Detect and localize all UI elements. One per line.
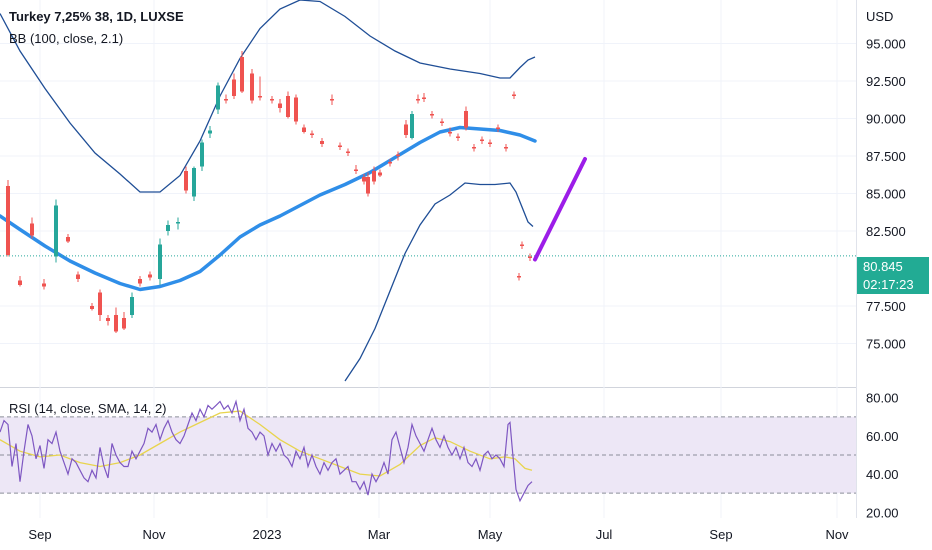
candle-body xyxy=(378,172,382,176)
candle-body xyxy=(240,57,244,92)
price-tick-label: 77.500 xyxy=(866,299,906,314)
candle-body xyxy=(372,171,376,182)
candle-body xyxy=(130,297,134,315)
price-tick-label: 82.500 xyxy=(866,224,906,239)
bar-countdown-tag: 02:17:23 xyxy=(857,275,929,294)
candle-body xyxy=(18,280,22,285)
candle-body xyxy=(504,147,508,149)
x-tick-label: Jul xyxy=(596,527,613,542)
rsi-line xyxy=(0,399,533,503)
candle-body xyxy=(270,99,274,101)
candle-body xyxy=(200,142,204,167)
candle-body xyxy=(354,169,358,171)
candle-body xyxy=(388,162,392,164)
candle-body xyxy=(184,171,188,191)
candle-body xyxy=(286,96,290,117)
candle-body xyxy=(294,97,298,122)
candle-body xyxy=(422,97,426,99)
candle-body xyxy=(166,225,170,231)
bb-upper-band xyxy=(0,0,536,193)
candle-body xyxy=(472,147,476,149)
candle-body xyxy=(346,151,350,153)
chart-title: Turkey 7,25% 38, 1D, LUXSE xyxy=(9,9,184,24)
price-tick-label: 85.000 xyxy=(866,187,906,202)
last-price-tag: 80.845 xyxy=(857,257,929,276)
candle-body xyxy=(148,274,152,278)
candle-body xyxy=(232,79,236,96)
rsi-label: RSI (14, close, SMA, 14, 2) xyxy=(9,401,167,416)
candle-body xyxy=(330,99,334,101)
candle-body xyxy=(90,306,94,309)
candle-body xyxy=(410,114,414,138)
candle-body xyxy=(448,132,452,134)
candle-body xyxy=(208,130,212,134)
candle-body xyxy=(192,168,196,197)
x-tick-label: May xyxy=(478,527,503,542)
rsi-tick-label: 60.00 xyxy=(866,429,899,444)
price-tick-label: 95.000 xyxy=(866,37,906,52)
rsi-tick-label: 40.00 xyxy=(866,467,899,482)
candle-body xyxy=(520,244,524,246)
candle-body xyxy=(528,256,532,258)
candle-body xyxy=(66,237,70,242)
candle-body xyxy=(396,154,400,156)
candle-body xyxy=(98,292,102,315)
drawn-trend-line xyxy=(533,157,587,262)
rsi-tick-label: 80.00 xyxy=(866,391,899,406)
candle-body xyxy=(488,142,492,144)
candle-body xyxy=(250,73,254,101)
x-tick-label: 2023 xyxy=(253,527,282,542)
candle-body xyxy=(338,145,342,147)
candle-body xyxy=(122,318,126,329)
candle-body xyxy=(258,96,262,98)
candle-body xyxy=(278,103,282,108)
candle-body xyxy=(404,124,408,135)
candle-body xyxy=(54,205,58,257)
candle-body xyxy=(430,114,434,116)
currency-label: USD xyxy=(866,9,894,24)
candle-body xyxy=(496,127,500,129)
rsi-tick-label: 20.00 xyxy=(866,505,899,520)
candle-body xyxy=(302,127,306,132)
candle-body xyxy=(310,133,314,135)
candle-body xyxy=(114,315,118,332)
price-tick-label: 90.000 xyxy=(866,112,906,127)
x-tick-label: Nov xyxy=(142,527,166,542)
candle-body xyxy=(216,85,220,110)
candle-body xyxy=(464,111,468,128)
x-tick-label: Sep xyxy=(28,527,51,542)
bb-lower-band xyxy=(344,182,534,382)
candle-body xyxy=(440,121,444,123)
candle-body xyxy=(6,186,10,255)
candle-body xyxy=(106,318,110,321)
candle-body xyxy=(366,177,370,194)
candle-body xyxy=(176,222,180,224)
bb-basis-line xyxy=(0,125,537,292)
candle-body xyxy=(158,244,162,279)
candle-body xyxy=(320,141,324,144)
x-tick-label: Sep xyxy=(709,527,732,542)
rsi-ma-line xyxy=(0,410,533,477)
candle-body xyxy=(456,136,460,138)
x-tick-label: Nov xyxy=(825,527,849,542)
price-tick-label: 92.500 xyxy=(866,74,906,89)
candle-body xyxy=(512,94,516,96)
candle-body xyxy=(517,276,521,278)
price-tick-label: 75.000 xyxy=(866,337,906,352)
candle-body xyxy=(362,177,366,182)
bollinger-bands-label: BB (100, close, 2.1) xyxy=(9,31,124,46)
price-tick-label: 87.500 xyxy=(866,149,906,164)
candle-body xyxy=(138,279,142,284)
candle-body xyxy=(416,99,420,101)
candle-body xyxy=(224,99,228,101)
x-tick-label: Mar xyxy=(368,527,391,542)
candle-body xyxy=(42,283,46,287)
candle-body xyxy=(480,139,484,141)
candle-body xyxy=(76,274,80,279)
candle-body xyxy=(30,223,34,236)
